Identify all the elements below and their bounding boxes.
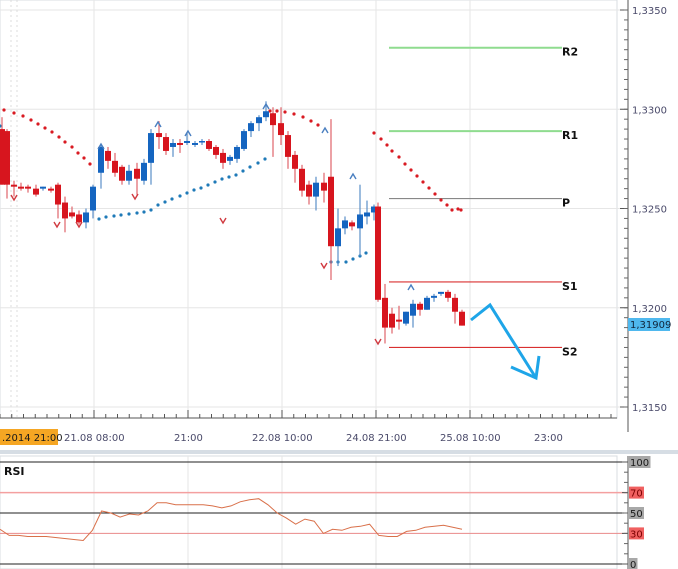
- rsi-axis: 100 70 50 30 0: [622, 456, 651, 569]
- time-tick-label: 23:00: [534, 433, 563, 444]
- forecast-arrow-icon: [470, 302, 541, 381]
- price-panel[interactable]: R2 R1 P S1 S2: [0, 0, 628, 419]
- rsi-tick-label: 70: [630, 489, 643, 500]
- parabolic-sar: [0, 108, 463, 264]
- price-tick-label: 1,3350: [632, 6, 667, 17]
- price-tick-label: 1,3300: [632, 105, 667, 116]
- rsi-tick-label: 100: [630, 458, 649, 469]
- rsi-line: [0, 498, 463, 542]
- pivot-label-r1: R1: [562, 129, 578, 142]
- price-tick-label: 1,3250: [632, 205, 667, 216]
- horizontal-gridlines: [0, 9, 628, 408]
- fractal-markers: [10, 102, 415, 346]
- time-tick-label: 21.08 08:00: [64, 433, 125, 444]
- rsi-tick-label: 0: [630, 560, 636, 569]
- rsi-tick-label: 30: [630, 529, 643, 540]
- time-cursor-badge: [0, 429, 58, 445]
- pivot-label-s1: S1: [562, 280, 578, 293]
- time-tick-label: .2014 21:00: [2, 433, 63, 444]
- price-axis[interactable]: 1,3350 1,3300 1,3250 1,3200 1,3150 1,31909: [620, 0, 671, 432]
- candlesticks: [0, 101, 465, 344]
- pivot-label-r2: R2: [562, 46, 578, 59]
- price-tick-label: 1,3150: [632, 403, 667, 414]
- current-price-label: 1,31909: [630, 320, 671, 331]
- time-axis[interactable]: .2014 21:00 21.08 08:00 21:00 22.08 10:00 24…: [0, 410, 617, 445]
- time-tick-label: 22.08 10:00: [252, 433, 313, 444]
- rsi-panel[interactable]: RSI 100 70 50 30 0: [0, 455, 651, 569]
- panel-splitter[interactable]: [0, 450, 678, 454]
- rsi-title: RSI: [4, 465, 25, 478]
- rsi-tick-label: 50: [630, 509, 643, 520]
- pivot-label-s2: S2: [562, 345, 578, 358]
- current-price-badge: [628, 318, 670, 331]
- pivot-label-p: P: [562, 197, 570, 210]
- time-tick-label: 24.08 21:00: [346, 433, 407, 444]
- price-tick-label: 1,3200: [632, 304, 667, 315]
- vertical-gridlines: [93, 0, 471, 418]
- time-tick-label: 21:00: [174, 433, 203, 444]
- time-tick-label: 25.08 10:00: [440, 433, 501, 444]
- pivot-levels: R2 R1 P S1 S2: [389, 46, 578, 358]
